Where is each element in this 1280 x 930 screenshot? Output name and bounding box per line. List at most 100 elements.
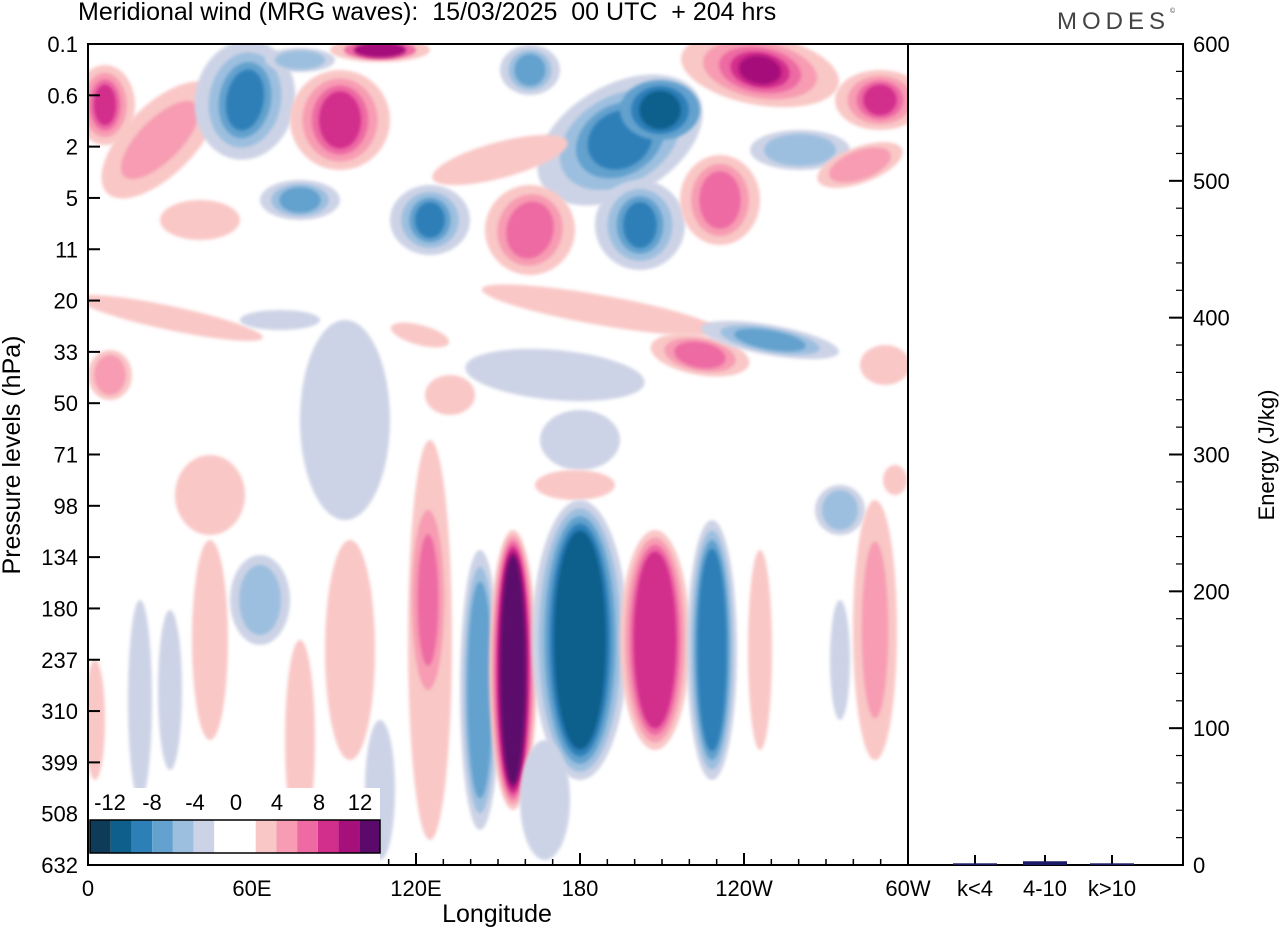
contour-blob <box>500 555 526 785</box>
y-tick-label: 11 <box>55 237 78 262</box>
contour-blob <box>467 581 493 799</box>
y-tick-label: 237 <box>41 648 78 673</box>
y-tick-label: 399 <box>41 750 78 775</box>
x-tick-label: 180 <box>562 876 599 901</box>
energy-tick-label: 600 <box>1193 32 1230 57</box>
energy-category-label: k>10 <box>1088 876 1136 901</box>
contour-blob <box>88 660 105 780</box>
y-tick-label: 2 <box>66 135 78 160</box>
x-axis: 0 60E 120E 180 120W 60W <box>82 853 931 901</box>
contour-blob <box>481 284 719 336</box>
y-tick-label: 20 <box>54 289 78 314</box>
energy-tick-label: 0 <box>1193 853 1205 878</box>
energy-tick-label: 200 <box>1193 579 1230 604</box>
contour-blob <box>639 90 681 130</box>
brand-mark: © <box>1170 8 1176 15</box>
contour-blob <box>674 341 726 369</box>
colorbar-label: -12 <box>94 790 126 815</box>
colorbar-swatch <box>131 820 153 853</box>
energy-axis: 0 100 200 300 400 500 600 <box>1169 32 1230 878</box>
energy-category-label: k<4 <box>957 876 993 901</box>
contour-field <box>88 44 908 860</box>
x-axis-label: Longitude <box>442 900 552 928</box>
y-axis-label: Pressure levels (hPa) <box>0 336 26 575</box>
energy-tick-label: 400 <box>1193 306 1230 331</box>
contour-blob <box>861 541 889 719</box>
contour-blob <box>88 295 263 341</box>
contour-blob <box>158 610 182 770</box>
y-tick-label: 0.6 <box>47 83 78 108</box>
x-tick-label: 60W <box>885 876 930 901</box>
contour-blob <box>175 455 245 535</box>
contour-blob <box>415 202 445 238</box>
y-tick-label: 632 <box>41 853 78 878</box>
energy-axis-label: Energy (J/kg) <box>1254 390 1279 521</box>
contour-blob <box>425 375 475 415</box>
y-tick-label: 0.1 <box>47 32 78 57</box>
contour-blob <box>734 328 806 352</box>
energy-bars: k<4 4-10 k>10 <box>953 855 1136 901</box>
colorbar-swatch <box>297 820 318 853</box>
contour-blob <box>514 54 546 86</box>
energy-bar <box>1090 863 1134 865</box>
y-tick-label: 50 <box>54 391 78 416</box>
contour-blob <box>160 200 240 240</box>
colorbar-swatch <box>255 820 277 853</box>
contour-blob <box>748 550 772 750</box>
contour-blob <box>860 345 908 385</box>
colorbar-swatch <box>90 820 111 853</box>
contour-blob <box>192 540 228 740</box>
colorbar-swatch <box>338 820 360 853</box>
contour-blob <box>623 201 657 249</box>
contour-blob <box>829 147 891 183</box>
contour-blob <box>318 91 362 149</box>
energy-category-label: 4-10 <box>1023 876 1067 901</box>
contour-blob <box>274 50 326 70</box>
colorbar-swatch <box>193 820 215 853</box>
contour-blob <box>830 600 850 720</box>
colorbar-label: 12 <box>348 790 372 815</box>
energy-tick-label: 300 <box>1193 443 1230 468</box>
colorbar-swatch <box>172 820 194 853</box>
colorbar-swatch <box>276 820 298 853</box>
chart-title: Meridional wind (MRG waves): 15/03/2025 … <box>78 0 777 26</box>
x-tick-label: 120W <box>715 876 773 901</box>
colorbar-swatch <box>214 820 235 853</box>
y-tick-label: 33 <box>54 340 78 365</box>
colorbar-swatch <box>152 820 173 853</box>
contour-blob <box>300 320 390 520</box>
x-tick-label: 60E <box>232 876 271 901</box>
y-tick-label: 71 <box>54 443 78 468</box>
contour-blob <box>697 548 727 752</box>
contour-blob <box>738 55 782 85</box>
colorbar-swatch <box>317 820 339 853</box>
contour-blob <box>325 540 375 760</box>
colorbar-label: -8 <box>142 790 162 815</box>
colorbar-swatch <box>110 820 132 853</box>
contour-blob <box>822 490 858 530</box>
contour-blob <box>279 187 321 213</box>
y-tick-label: 310 <box>41 699 78 724</box>
colorbar-label: 4 <box>271 790 283 815</box>
contour-blob <box>240 310 320 330</box>
contour-blob <box>225 69 265 131</box>
colorbar-outline <box>89 819 381 854</box>
contour-blob <box>553 530 607 750</box>
energy-tick-label: 100 <box>1193 716 1230 741</box>
contour-blob <box>506 201 554 259</box>
x-tick-label: 120E <box>390 876 441 901</box>
x-tick-label: 0 <box>82 876 94 901</box>
colorbar-legend: -12 -8 -4 0 4 8 12 <box>89 788 381 864</box>
colorbar-swatch <box>235 820 256 853</box>
contour-blob <box>239 564 281 636</box>
energy-plot-frame <box>907 43 1184 866</box>
contour-blob <box>121 101 199 179</box>
colorbar-swatch <box>359 820 380 853</box>
colorbar-label: 8 <box>313 790 325 815</box>
contour-blob <box>128 600 152 800</box>
contour-blob <box>93 84 117 126</box>
contour-blob <box>390 322 450 348</box>
y-tick-label: 5 <box>66 186 78 211</box>
contour-blob <box>540 410 620 470</box>
